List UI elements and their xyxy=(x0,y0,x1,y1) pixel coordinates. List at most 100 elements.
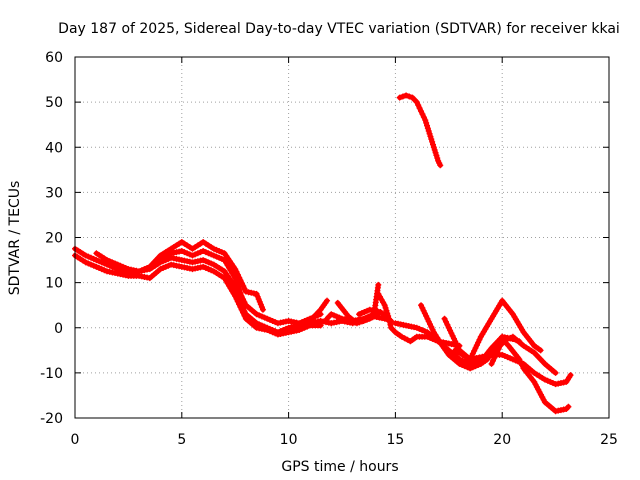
data-point xyxy=(109,259,116,266)
series-track-17 xyxy=(467,297,544,363)
data-point xyxy=(482,353,489,360)
data-point xyxy=(120,263,127,270)
data-point xyxy=(420,307,427,314)
data-point xyxy=(96,258,103,265)
data-point xyxy=(197,249,204,256)
data-point xyxy=(85,253,92,260)
data-point xyxy=(396,94,403,101)
data-point xyxy=(96,264,103,271)
data-point xyxy=(541,376,548,383)
data-point xyxy=(449,332,456,339)
data-point xyxy=(301,317,308,324)
data-point xyxy=(476,336,483,343)
data-point xyxy=(424,122,431,129)
data-point xyxy=(261,314,268,321)
data-point xyxy=(233,295,240,302)
data-point xyxy=(501,352,508,359)
data-point xyxy=(413,324,420,331)
data-point xyxy=(492,351,499,358)
data-point xyxy=(382,304,389,311)
data-point xyxy=(381,302,388,309)
data-point xyxy=(565,403,572,410)
data-point xyxy=(253,290,260,297)
data-point xyxy=(160,264,167,271)
data-point xyxy=(296,320,303,327)
data-point xyxy=(461,363,468,370)
data-point xyxy=(444,321,451,328)
data-point xyxy=(256,312,263,319)
data-point xyxy=(547,378,554,385)
data-point xyxy=(256,298,263,305)
data-point xyxy=(112,260,119,267)
data-point xyxy=(430,144,437,151)
x-tick-label: 5 xyxy=(177,432,186,448)
data-point xyxy=(489,357,496,364)
data-point xyxy=(452,338,459,345)
data-point xyxy=(472,345,479,352)
data-point xyxy=(418,302,425,309)
data-point xyxy=(429,326,436,333)
data-point xyxy=(385,315,392,322)
data-point xyxy=(240,296,247,303)
data-point xyxy=(479,353,486,360)
data-point xyxy=(210,252,217,259)
data-point xyxy=(416,105,423,112)
data-point xyxy=(200,248,207,255)
series-track-3 xyxy=(93,239,266,313)
data-point xyxy=(427,133,434,140)
y-tick-label: -10 xyxy=(40,366,63,382)
data-point xyxy=(418,108,425,115)
data-point xyxy=(232,275,239,282)
data-point xyxy=(240,309,247,316)
data-point xyxy=(213,253,220,260)
x-tick-label: 20 xyxy=(493,432,511,448)
data-point xyxy=(426,130,433,137)
y-tick-label: 20 xyxy=(45,231,63,247)
data-point xyxy=(537,347,544,354)
y-tick-label: 30 xyxy=(45,185,63,201)
data-point xyxy=(200,263,207,270)
data-point xyxy=(240,283,247,290)
data-point xyxy=(272,319,279,326)
data-point xyxy=(456,360,463,367)
data-point xyxy=(98,259,105,266)
data-point xyxy=(216,254,223,261)
data-point xyxy=(517,359,524,366)
data-point xyxy=(317,322,324,329)
data-point xyxy=(104,257,111,264)
data-point xyxy=(567,372,574,379)
data-point xyxy=(85,260,92,267)
data-point xyxy=(441,315,448,322)
data-point xyxy=(419,304,426,311)
data-point xyxy=(403,92,410,99)
data-point xyxy=(507,334,514,341)
data-point xyxy=(208,251,215,258)
data-point xyxy=(424,125,431,132)
data-point xyxy=(544,377,551,384)
data-point xyxy=(432,149,439,156)
data-point xyxy=(194,250,201,257)
data-point xyxy=(469,364,476,371)
data-point xyxy=(399,93,406,100)
data-point xyxy=(459,361,466,368)
data-point xyxy=(413,99,420,106)
data-point xyxy=(233,268,240,275)
data-point xyxy=(358,310,365,317)
data-point xyxy=(516,356,523,363)
data-point xyxy=(387,321,394,328)
data-point xyxy=(485,352,492,359)
data-point xyxy=(491,354,498,361)
data-point xyxy=(298,319,305,326)
data-point xyxy=(241,312,248,319)
data-point xyxy=(356,311,363,318)
data-point xyxy=(552,369,559,376)
x-tick-label: 15 xyxy=(386,432,404,448)
data-point xyxy=(144,264,151,271)
data-point xyxy=(298,325,305,332)
data-point xyxy=(504,354,511,361)
data-point xyxy=(234,281,241,288)
data-point xyxy=(324,297,331,304)
data-point xyxy=(495,345,502,352)
data-point xyxy=(165,262,172,269)
